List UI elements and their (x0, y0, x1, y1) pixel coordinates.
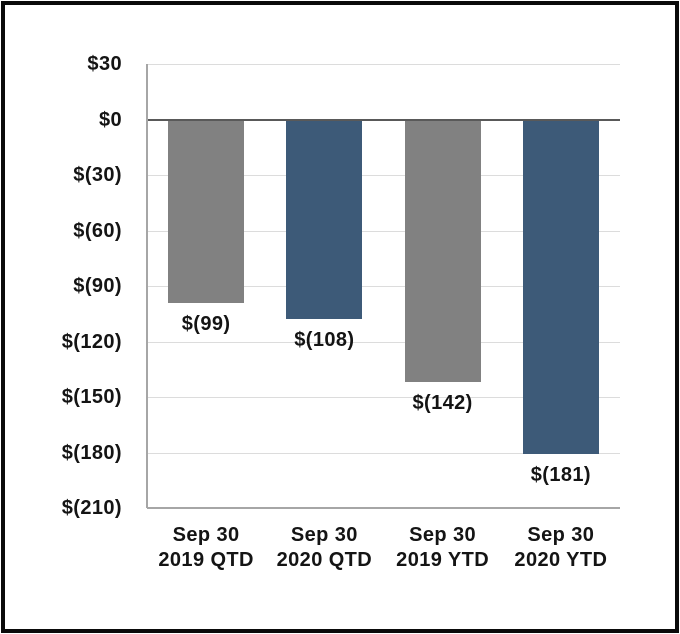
y-tick-label: $30 (87, 53, 122, 75)
bar-2019-qtd (168, 120, 245, 303)
bar-2019-ytd (404, 120, 481, 383)
bar-2020-qtd (286, 120, 363, 320)
x-category-line1: Sep 30 (172, 524, 240, 546)
y-tick-label: $0 (98, 108, 122, 131)
gridline (147, 175, 620, 176)
y-tick-label: $(150) (61, 386, 122, 408)
x-axis-baseline (147, 507, 620, 509)
y-tick-label: $(30) (73, 164, 122, 186)
x-category-line1: Sep 30 (290, 524, 358, 546)
bar-value-label: $(99) (181, 312, 231, 335)
x-category-line2: 2019 YTD (396, 549, 490, 571)
x-category-line1: Sep 30 (527, 524, 595, 546)
y-axis-line (146, 64, 148, 508)
x-category-label: Sep 30 2019 YTD (378, 523, 508, 573)
x-category-line1: Sep 30 (409, 524, 477, 546)
gridline (147, 230, 620, 232)
zero-axis-line (147, 118, 620, 121)
y-tick-label: $(60) (73, 219, 122, 242)
y-tick-label: $(120) (61, 330, 122, 353)
x-category-label: Sep 30 2020 QTD (259, 523, 389, 573)
y-tick-label: $(210) (61, 497, 122, 519)
x-category-label: Sep 30 2019 QTD (141, 523, 271, 573)
gridline (147, 452, 620, 454)
y-tick-label: $(90) (73, 275, 122, 297)
x-category-line2: 2020 QTD (276, 549, 373, 571)
bar-value-label: $(108) (294, 329, 355, 352)
gridline (147, 341, 620, 343)
gridline (147, 286, 620, 287)
bar-2020-ytd (522, 120, 599, 455)
bar-value-label: $(142) (412, 392, 473, 415)
x-category-line2: 2020 YTD (514, 549, 608, 571)
x-category-line2: 2019 QTD (158, 549, 254, 571)
bar-value-label: $(181) (530, 464, 591, 487)
y-tick-label: $(180) (61, 441, 122, 464)
gridline (147, 397, 620, 398)
gridline (147, 64, 620, 65)
x-category-label: Sep 30 2020 YTD (496, 523, 626, 573)
